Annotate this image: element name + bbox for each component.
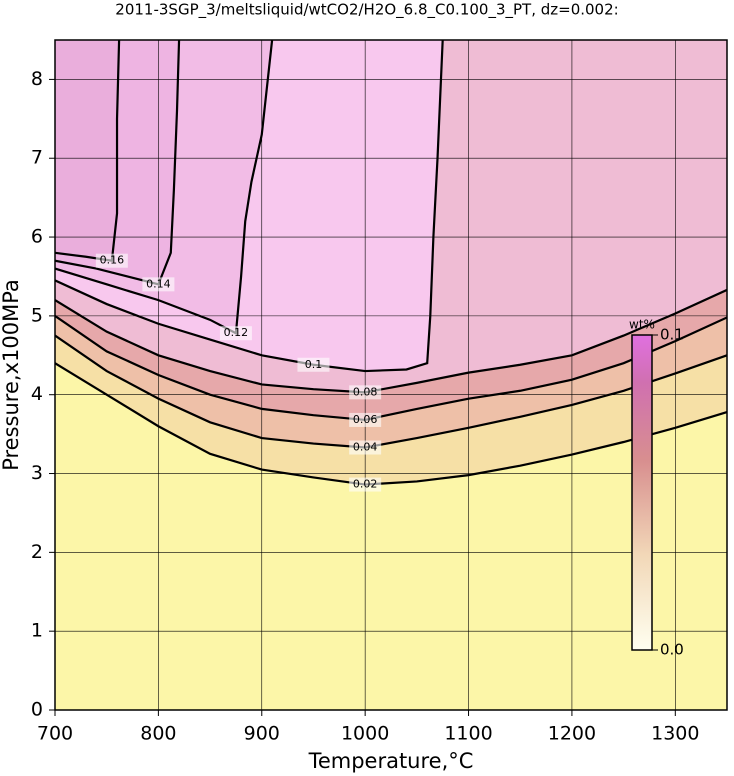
contour-label-bg [349,412,382,427]
y-tick-label: 4 [31,383,43,405]
plot-frame [54,39,728,711]
contour-label: 0.04 [353,441,378,454]
contour-line [55,288,727,394]
y-tick-label: 0 [31,699,43,721]
x-axis-label: Temperature,°C [308,749,474,773]
contour-label: 0.06 [353,413,378,426]
y-tick-label: 5 [31,304,43,326]
colorbar [631,334,653,651]
contour-line [55,362,727,486]
contour-line [55,334,727,449]
y-tick-label: 6 [31,226,43,248]
contour-label-bg [349,385,382,400]
x-tick-label: 900 [244,723,280,745]
y-tick-label: 1 [31,620,43,642]
contour-region [55,40,120,261]
contour-label: 0.1 [305,358,323,371]
contour-label-bg [349,440,382,455]
contour-label-bg [142,277,175,292]
colorbar-tick-label: 0.0 [660,641,684,659]
contour-label: 0.12 [224,326,249,339]
overlay: 700 800 900 1000 1100 1200 1300012345678wt%0.0… [31,39,728,745]
colorbar-label: wt% [629,318,655,332]
y-tick-label: 8 [31,68,43,90]
contour-label-bg [297,357,330,372]
x-tick-label: 700 [37,723,73,745]
y-axis-label: Pressure,x100MPa [0,279,23,471]
contour-label: 0.14 [146,277,171,290]
contour-line [55,40,181,286]
contour-label-bg [349,477,382,492]
y-tick-label: 3 [31,462,43,484]
contour-line [55,40,444,373]
contour-label: 0.02 [353,478,378,491]
contour-label: 0.08 [353,385,378,398]
contour-line [55,314,727,422]
y-tick-label: 2 [31,541,43,563]
x-tick-label: 800 [140,723,176,745]
chart-title: 2011-3SGP_3/meltsliquid/wtCO2/H2O_6.8_C0… [115,1,618,20]
contour-line [55,40,274,335]
contour-label-bg [219,326,252,341]
x-tick-label: 1000 [341,723,389,745]
plot-area: 0.02 0.04 0.06 0.08 0.1 0.12 0.14 0.16 [55,40,727,710]
x-tick-label: 1200 [548,723,596,745]
contour-label-bg [95,253,128,268]
x-tick-label: 1300 [651,723,699,745]
contour-label: 0.16 [100,254,125,267]
y-tick-label: 7 [31,147,43,169]
x-tick-label: 1100 [444,723,492,745]
colorbar-tick-label: 0.1 [660,326,684,344]
contour-line [55,40,121,262]
